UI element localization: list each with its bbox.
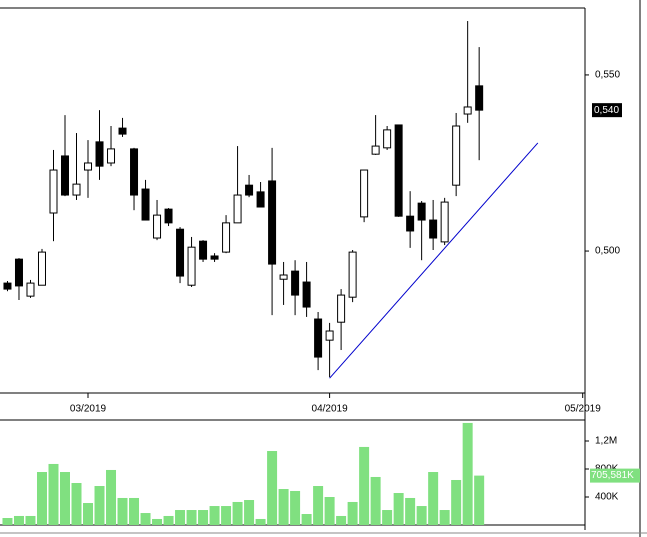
x-tick-label: 03/2019 <box>70 404 107 415</box>
candle-body <box>452 125 461 186</box>
volume-bar <box>175 510 186 525</box>
last-volume-box <box>590 468 640 483</box>
x-tick-label: 04/2019 <box>312 404 349 415</box>
volume-bar <box>71 483 82 525</box>
candle-body <box>14 258 23 287</box>
volume-bar <box>336 515 347 525</box>
volume-bar <box>94 486 105 525</box>
volume-bar <box>232 501 243 525</box>
volume-bar <box>36 472 47 525</box>
candle-body <box>164 208 173 224</box>
candle-body <box>325 330 334 341</box>
volume-bar <box>209 506 220 525</box>
volume-bar <box>163 515 174 525</box>
candle-body <box>222 222 231 253</box>
volume-bar <box>278 489 289 525</box>
volume-bar <box>405 497 416 525</box>
candle-body <box>37 251 46 286</box>
candle-body <box>95 141 104 167</box>
candle-body <box>176 228 185 277</box>
candle-body <box>302 281 311 308</box>
candle-body <box>72 183 81 196</box>
candle-body <box>394 124 403 217</box>
volume-bar <box>313 486 324 525</box>
volume-tick-label: 400K <box>595 492 619 503</box>
x-tick-label: 05/2019 <box>565 404 602 415</box>
candle-body <box>61 155 69 196</box>
candle-body <box>118 127 127 135</box>
volume-bar <box>347 501 358 525</box>
volume-bar <box>221 506 232 525</box>
candle-body <box>210 255 219 260</box>
volume-bar <box>301 514 312 525</box>
volume-bar <box>370 476 381 525</box>
volume-bar <box>48 463 59 525</box>
candle-body <box>84 162 93 171</box>
volume-bar <box>255 518 266 525</box>
volume-bar <box>25 515 36 525</box>
candle-body <box>153 214 162 239</box>
candle-body <box>360 169 369 218</box>
candle-body <box>3 282 12 290</box>
volume-bar <box>451 479 462 525</box>
volume-bar <box>129 497 140 525</box>
volume-bar <box>140 513 151 525</box>
trendline <box>329 142 539 379</box>
volume-bar <box>428 472 439 525</box>
candle-body <box>475 85 484 111</box>
candle-body <box>314 318 323 358</box>
volume-bar <box>474 475 485 525</box>
candle-body <box>245 184 254 196</box>
candle-body <box>383 129 392 149</box>
volume-bar <box>267 451 278 525</box>
volume-bar <box>198 510 209 525</box>
candle-body <box>233 194 242 224</box>
candle-body <box>187 246 196 286</box>
volume-tick-label: 1,2M <box>595 436 617 447</box>
volume-bar <box>462 422 473 525</box>
candle-body <box>199 240 208 260</box>
y-tick-label: 0,500 <box>595 246 620 257</box>
volume-bar <box>186 510 197 525</box>
candle-body <box>141 188 150 221</box>
volume-bar <box>244 500 255 525</box>
candle-body <box>279 274 288 280</box>
volume-bar <box>83 503 94 525</box>
volume-bar <box>2 518 13 525</box>
volume-bar <box>439 510 450 525</box>
candle-body <box>417 202 426 221</box>
candle-body <box>463 106 472 115</box>
last-price-box <box>592 103 622 118</box>
volume-bar <box>324 497 335 525</box>
candle-body <box>130 148 139 196</box>
candle-body <box>291 270 300 296</box>
candle-body <box>337 294 346 323</box>
candle-body <box>107 148 116 164</box>
candle-body <box>268 180 277 265</box>
volume-bar <box>152 518 163 525</box>
volume-bar <box>290 490 301 525</box>
y-tick-label: 0,550 <box>595 70 620 81</box>
candle-body <box>371 145 380 155</box>
volume-bar <box>13 515 24 525</box>
volume-bar <box>60 472 70 525</box>
volume-bar <box>393 493 404 525</box>
candle-body <box>26 282 35 297</box>
candle-body <box>256 191 265 208</box>
volume-bar <box>359 446 370 525</box>
last-volume-label: 705,581K <box>591 470 634 481</box>
candle-body <box>440 201 449 243</box>
last-price-label: 0,540 <box>594 105 619 116</box>
volume-bar <box>106 469 117 525</box>
volume-bar <box>416 506 427 525</box>
volume-bar <box>382 510 393 525</box>
volume-bar <box>117 497 128 525</box>
candle-body <box>49 169 58 214</box>
candle-body <box>348 251 357 298</box>
candle-body <box>429 219 438 239</box>
candle-body <box>406 215 415 232</box>
